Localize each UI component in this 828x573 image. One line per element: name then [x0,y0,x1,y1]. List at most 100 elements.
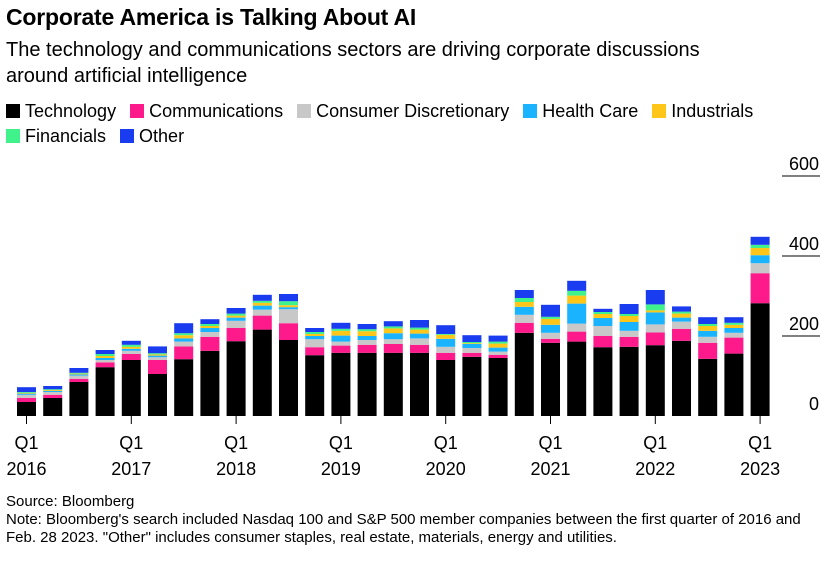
bar-segment-health-care [252,305,272,310]
chart-title: Corporate America is Talking About AI [6,4,417,30]
bar-segment-technology [226,341,246,416]
bar-segment-other [724,317,744,323]
bar-segment-communications [121,354,141,360]
bar-segment-communications [593,336,613,348]
bar-segment-financials [17,392,36,393]
bar-segment-communications [69,378,89,382]
bar-segment-communications [383,344,403,353]
bar-segment-consumer-discretionary [645,324,665,333]
x-tick-label-quarter: Q1 [224,433,248,453]
footer: Source: Bloomberg Note: Bloomberg's sear… [6,493,822,547]
bar-segment-communications [541,338,560,343]
bar-segment-other [436,325,456,334]
bar-segment-communications [305,347,325,356]
bar-segment-other [17,387,36,392]
bar-segment-technology [514,332,534,416]
bar-segment-financials [69,372,89,374]
bar-segment-other [383,321,403,327]
bar-segment-technology [121,360,141,416]
bar-segment-other [645,290,665,305]
x-tick-label-year: 2018 [216,459,256,479]
bar-segment-industrials [672,313,691,318]
bar-segment-other [331,322,351,329]
bar-segment-other [619,304,639,314]
bar-segment-health-care [619,322,639,331]
bar-segment-other [252,294,272,301]
x-tick-label-year: 2019 [321,459,361,479]
bar-segment-other [357,324,377,330]
x-tick-label-year: 2021 [530,459,570,479]
bar-segment-technology [252,329,272,416]
bar-segment-technology [95,367,115,416]
bar-segment-consumer-discretionary [331,341,351,346]
bar-segment-communications [17,398,36,402]
bar-segment-communications [645,332,665,346]
legend-item-technology: Technology [6,99,116,123]
bar-segment-communications [750,273,770,304]
bar-segment-technology [593,347,613,416]
y-tick-label: 0 [809,394,819,414]
bar-segment-industrials [43,390,63,391]
bar-segment-communications [619,336,639,347]
bar-segment-industrials [121,346,141,349]
bar-segment-consumer-discretionary [541,332,560,339]
bar-segment-other [593,308,613,312]
bar-segment-technology [410,352,429,416]
bar-segment-technology [619,346,639,416]
legend-item-communications: Communications [130,99,283,123]
bar-segment-consumer-discretionary [279,309,298,324]
bar-segment-consumer-discretionary [200,332,220,337]
bar-segment-consumer-discretionary [672,321,691,329]
bar-segment-financials [410,327,429,330]
y-tick-label: 600 [789,154,819,174]
bar-segment-health-care [514,306,534,315]
bar-segment-communications [252,315,272,330]
bar-segment-communications [567,331,587,342]
bar-segment-other [174,323,194,334]
bar-segment-industrials [645,310,665,313]
bar-segment-technology [488,358,508,416]
legend-swatch [297,104,312,118]
bar-segment-financials [541,316,560,319]
source-note: Source: Bloomberg [6,493,135,510]
x-tick-label-quarter: Q1 [748,433,772,453]
bar-segment-financials [279,301,298,306]
bar-segment-communications [488,354,508,358]
legend-swatch [523,104,538,118]
bar-segment-health-care [750,255,770,264]
bar-segment-communications [174,346,194,360]
bar-segment-financials [305,332,325,334]
bar-segment-health-care [174,338,194,342]
bar-segment-financials [226,313,246,316]
bar-segment-technology [436,360,456,416]
chart-subtitle: The technology and communications sector… [6,39,700,87]
bar-segment-health-care [593,318,613,326]
bar-segment-health-care [724,328,744,333]
bar-segment-consumer-discretionary [69,375,89,379]
legend-label: Other [139,126,185,146]
stacked-bar-chart: 0 200 400 600 Q1 2016 Q1 2017 Q1 2018 Q1 2019 Q1 2020… [6,154,820,479]
bar-segment-other [200,319,220,324]
bar-segment-other [95,350,115,354]
legend-item-consumer-discretionary: Consumer Discretionary [297,99,509,123]
bar-segment-health-care [331,335,351,342]
bar-segment-industrials [148,354,167,356]
bar-segment-industrials [593,314,613,318]
bar-segment-technology [43,398,63,416]
bar-segment-financials [698,324,718,326]
bar-segment-health-care [672,317,691,322]
bar-segment-health-care [200,328,220,332]
bar-segment-other [462,335,482,342]
x-tick-label-year: 2017 [111,459,151,479]
bar-segment-communications [436,352,456,360]
bar-segment-financials [148,353,167,355]
x-tick-label-quarter: Q1 [643,433,667,453]
bar-segment-other [488,335,508,342]
bar-segment-other [69,368,89,373]
bar-segment-technology [305,355,325,416]
bar-segment-consumer-discretionary [121,350,141,354]
bar-segment-communications [226,328,246,342]
bar-segment-technology [174,359,194,416]
bar-segment-consumer-discretionary [488,351,508,355]
legend-item-industrials: Industrials [652,99,753,123]
